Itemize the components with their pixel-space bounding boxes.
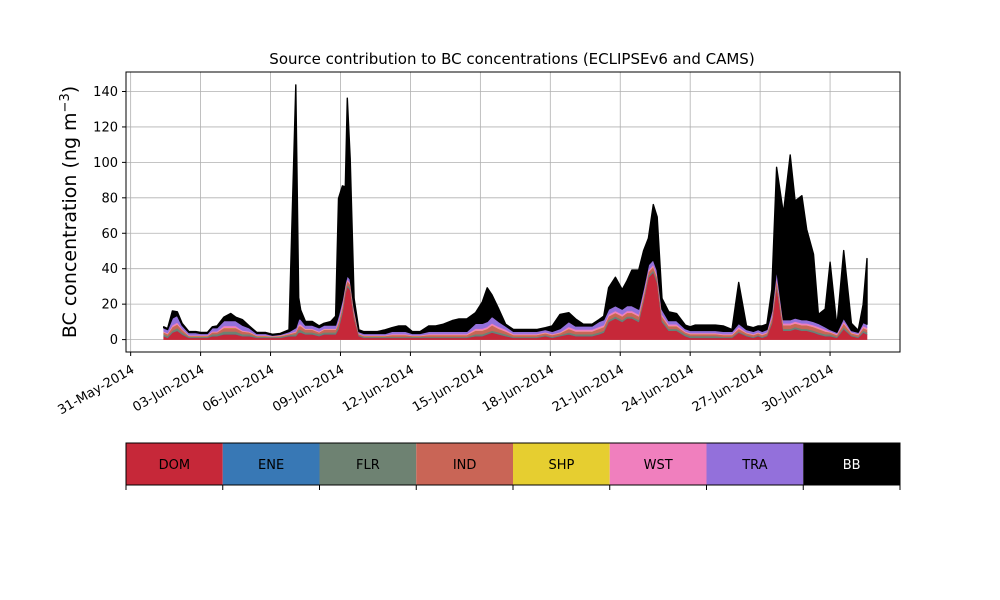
- x-tick-label: 21-Jun-2014: [550, 362, 627, 415]
- chart-title: Source contribution to BC concentrations…: [269, 50, 754, 68]
- y-tick-label: 80: [101, 191, 118, 206]
- legend: DOM ENE FLR IND SHP WST TRA BB: [125, 442, 901, 490]
- y-tick-label: 20: [101, 298, 118, 313]
- legend-label-dom: DOM: [159, 458, 190, 473]
- x-tick-label: 27-Jun-2014: [690, 362, 767, 415]
- y-axis-label-close: ): [59, 86, 81, 93]
- y-tick-label: 40: [101, 262, 118, 277]
- y-tick-label: 0: [110, 333, 118, 348]
- legend-label-wst: WST: [644, 458, 673, 473]
- legend-swatch-flr: [319, 443, 417, 485]
- y-tick-label: 60: [101, 227, 118, 242]
- x-tick-label: 31-May-2014: [56, 362, 138, 418]
- x-tick-label: 06-Jun-2014: [200, 362, 277, 415]
- legend-label-tra: TRA: [741, 458, 767, 473]
- legend-label-ind: IND: [453, 458, 477, 473]
- y-tick-label: 120: [93, 120, 118, 135]
- legend-label-shp: SHP: [548, 458, 574, 473]
- legend-swatch-tra: [706, 443, 804, 485]
- x-tick-label: 30-Jun-2014: [760, 362, 837, 415]
- x-tick-label: 24-Jun-2014: [620, 362, 697, 415]
- x-tick-label: 15-Jun-2014: [410, 362, 487, 415]
- area-bb: [163, 84, 868, 336]
- plot-frame: [125, 71, 901, 353]
- x-tick-label: 03-Jun-2014: [130, 362, 207, 415]
- legend-swatch-bb: [803, 443, 900, 485]
- legend-label-bb: BB: [843, 458, 861, 473]
- stacked-areas: [163, 84, 868, 340]
- y-tick-label: 100: [93, 156, 118, 171]
- y-axis-label: BC concentration (ng m−3): [58, 86, 82, 338]
- x-tick-label: 12-Jun-2014: [340, 362, 417, 415]
- legend-label-flr: FLR: [356, 458, 380, 473]
- area-tra: [163, 259, 868, 337]
- legend-swatch-ind: [416, 443, 513, 485]
- legend-frame: [125, 442, 901, 486]
- legend-swatch-wst: [609, 443, 707, 485]
- y-tick-label: 140: [93, 85, 118, 100]
- y-axis-label-exponent: −3: [58, 93, 73, 112]
- legend-label-ene: ENE: [258, 458, 284, 473]
- y-axis-label-main: BC concentration (ng m: [59, 112, 81, 338]
- x-tick-label: 18-Jun-2014: [480, 362, 557, 415]
- x-tick-label: 09-Jun-2014: [270, 362, 347, 415]
- x-axis: 31-May-201403-Jun-201406-Jun-201409-Jun-…: [56, 352, 837, 418]
- y-axis: 0 20 40 60 80 100 120 140: [93, 85, 126, 348]
- legend-swatch-shp: [513, 443, 610, 485]
- legend-swatch-ene: [222, 443, 320, 485]
- legend-swatch-dom: [126, 443, 223, 485]
